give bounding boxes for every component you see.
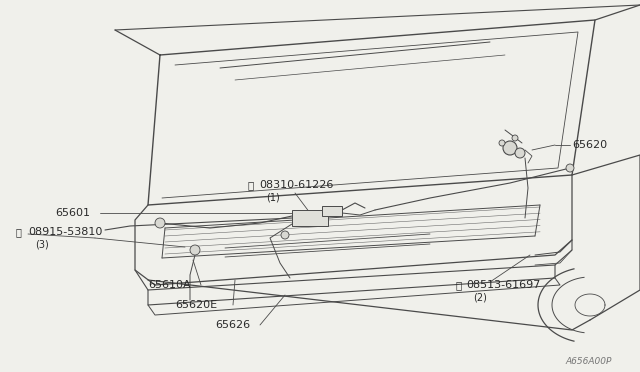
Circle shape	[515, 148, 525, 158]
Text: (2): (2)	[473, 292, 487, 302]
Text: 65601: 65601	[55, 208, 90, 218]
Text: Ⓢ: Ⓢ	[248, 180, 254, 190]
Circle shape	[499, 140, 505, 146]
Text: Ⓥ: Ⓥ	[16, 227, 22, 237]
Text: 65610A: 65610A	[148, 280, 191, 290]
Text: 65626: 65626	[215, 320, 250, 330]
Text: A656A00P: A656A00P	[565, 357, 611, 366]
Circle shape	[512, 135, 518, 141]
Circle shape	[155, 218, 165, 228]
Text: 08915-53810: 08915-53810	[28, 227, 102, 237]
Text: 08310-61226: 08310-61226	[259, 180, 333, 190]
Circle shape	[503, 141, 517, 155]
Text: (3): (3)	[35, 239, 49, 249]
Text: (1): (1)	[266, 192, 280, 202]
Circle shape	[190, 245, 200, 255]
Bar	[292, 210, 328, 226]
Bar	[322, 206, 342, 216]
Circle shape	[281, 231, 289, 239]
Text: 65620: 65620	[572, 140, 607, 150]
Circle shape	[566, 164, 574, 172]
Text: 65620E: 65620E	[175, 300, 217, 310]
Text: 08513-61697: 08513-61697	[466, 280, 540, 290]
Text: Ⓢ: Ⓢ	[455, 280, 461, 290]
